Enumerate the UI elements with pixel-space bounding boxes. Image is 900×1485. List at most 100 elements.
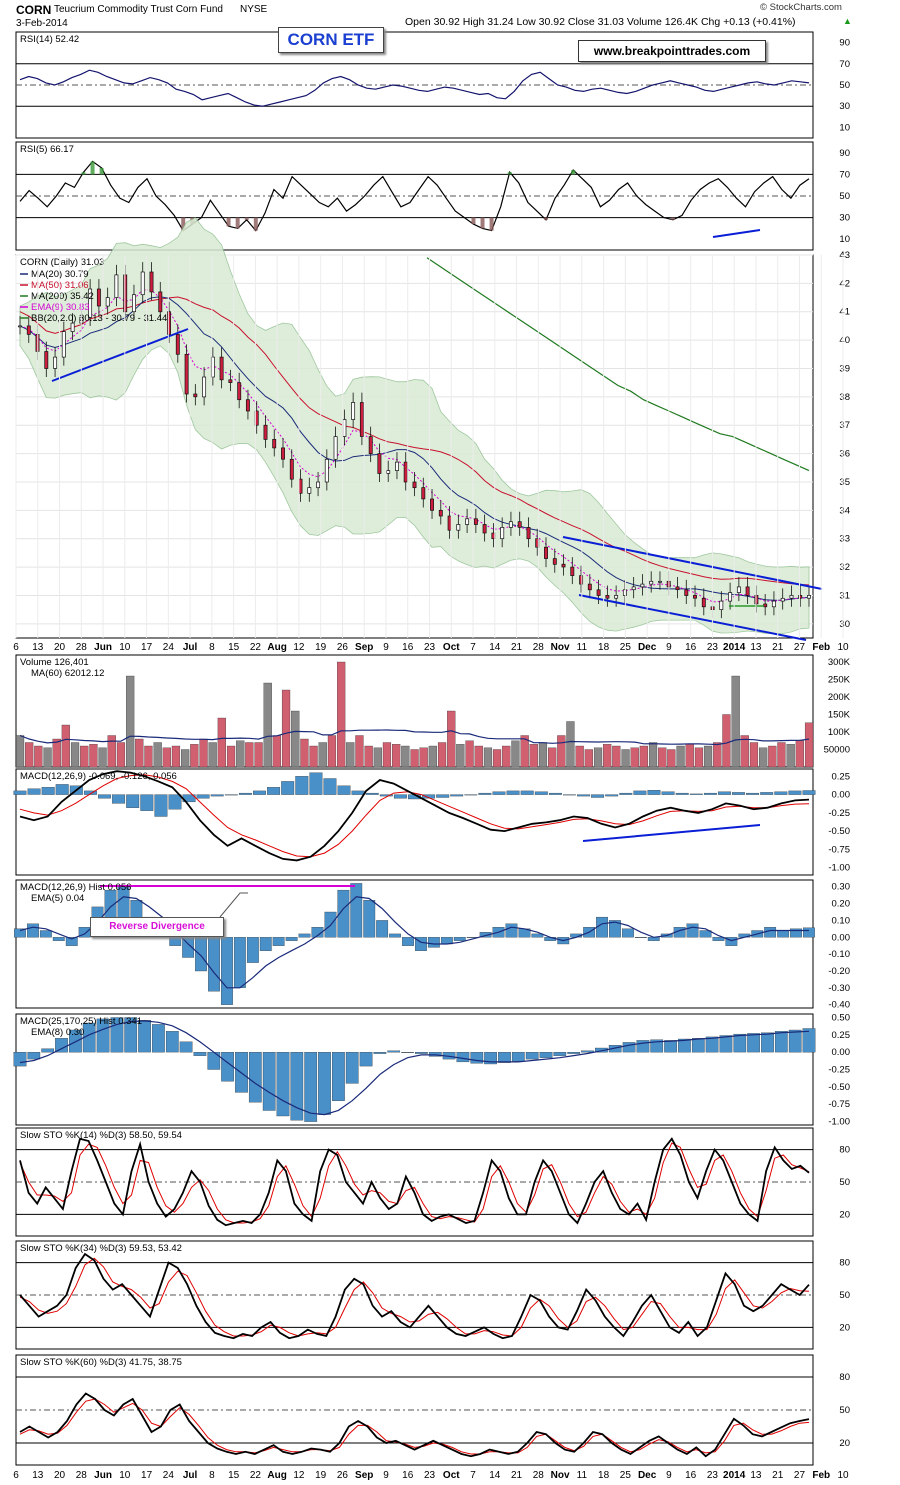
macd-long-tick-label: -0.25	[828, 1065, 850, 1076]
volume-bar	[52, 738, 61, 768]
macd-hist-bar	[253, 790, 266, 795]
volume-bar	[465, 740, 474, 768]
price-candle	[61, 331, 66, 358]
volume-panel-title: Volume 126,401	[20, 657, 89, 668]
volume-bar	[694, 747, 704, 768]
volume-bar	[355, 735, 364, 768]
bottom-x-tick-label: Feb	[812, 1470, 830, 1481]
macd-hist-panel-bar	[686, 923, 699, 938]
macd-hist-panel-bar	[699, 930, 712, 938]
macd-hist-tick-label: 0.00	[832, 932, 851, 943]
macd-long-hist-bar	[511, 1052, 525, 1062]
macd-long-hist-bar	[138, 1020, 151, 1053]
macd-hist-bar	[337, 785, 351, 795]
bottom-x-tick-label: 26	[337, 1470, 349, 1481]
price-x-tick-label: Nov	[551, 642, 570, 653]
bottom-x-tick-label: Aug	[267, 1470, 286, 1481]
price-candle	[193, 393, 198, 398]
price-x-tick-label: 6	[13, 642, 19, 653]
macd-hist-bar	[238, 792, 252, 795]
macd-hist-panel-bar	[402, 937, 414, 946]
header-fund-name: Teucrium Commodity Trust Corn Fund	[54, 4, 223, 15]
volume-bar	[713, 742, 722, 768]
macd-tick-label: 0.00	[832, 790, 851, 801]
bottom-x-tick-label: 7	[470, 1470, 476, 1481]
macd-long-hist-bar	[110, 1017, 124, 1053]
macd-hist-panel-bar	[246, 937, 259, 963]
volume-bar	[181, 749, 190, 768]
macd-long-tick-label: -0.50	[828, 1082, 850, 1093]
volume-bar	[648, 742, 658, 768]
volume-bar	[364, 745, 373, 768]
bottom-x-tick-label: Jul	[183, 1470, 198, 1481]
price-candle	[289, 458, 294, 480]
macd-long-hist-bar	[179, 1041, 193, 1053]
volume-bar	[291, 710, 300, 768]
volume-bar	[34, 745, 43, 768]
price-candle	[745, 586, 750, 596]
price-candle	[473, 518, 478, 525]
volume-bar	[667, 749, 676, 768]
price-candle	[228, 379, 233, 383]
price-tick-label: 32	[839, 562, 850, 573]
macd-long-hist-bar	[650, 1039, 664, 1053]
volume-bar	[190, 744, 199, 768]
macd-long-hist-bar	[152, 1024, 165, 1053]
volume-bar	[630, 747, 639, 768]
price-x-tick-label: 26	[337, 642, 349, 653]
macd-hist-panel-bar	[376, 920, 389, 938]
macd-long-hist-bar	[719, 1035, 733, 1053]
volume-bar	[153, 742, 162, 768]
macd-hist-bar	[520, 790, 534, 795]
macd-long-hist-bar	[262, 1052, 276, 1111]
macd-hist-bar	[83, 790, 97, 795]
price-legend-label: EMA(9) 30.83	[31, 302, 90, 313]
price-candle	[561, 563, 566, 568]
macd-hist-bar	[534, 791, 548, 795]
price-candle	[324, 458, 329, 483]
macd-hist-panel-bar	[27, 923, 39, 938]
volume-bar	[401, 745, 410, 768]
volume-bar	[749, 742, 759, 768]
price-x-tick-label: 9	[383, 642, 389, 653]
price-candle	[184, 353, 189, 395]
volume-bar	[548, 747, 557, 768]
price-candle	[763, 603, 768, 608]
price-candle	[307, 487, 312, 494]
volume-bar	[428, 745, 437, 768]
macd-hist-panel-bar	[389, 933, 401, 938]
volume-bar	[80, 745, 89, 768]
macd-long-hist-bar	[401, 1052, 414, 1053]
macd-hist-bar	[126, 794, 140, 808]
volume-bar	[208, 742, 217, 768]
volume-bar	[731, 675, 740, 768]
header-exchange: NYSE	[240, 4, 268, 15]
macd-hist-panel-frame	[15, 879, 814, 1009]
macd-long-hist-bar	[318, 1052, 331, 1115]
volume-bar	[795, 740, 804, 768]
volume-bar	[621, 749, 630, 768]
bottom-x-tick-label: 22	[250, 1470, 262, 1481]
macd-tick-label: -0.50	[828, 826, 850, 837]
macd-hist-bar	[210, 794, 224, 797]
price-candle	[430, 498, 434, 511]
rsi14-line	[19, 69, 810, 107]
rsi14-tick-label: 10	[839, 122, 850, 133]
rsi14-panel-title: RSI(14) 52.42	[20, 34, 79, 45]
macd-line	[19, 770, 810, 862]
macd-long-hist-bar	[636, 1040, 650, 1053]
volume-bar	[492, 749, 502, 768]
price-candle	[175, 334, 180, 355]
macd-hist-panel-bar	[803, 927, 815, 938]
macd-hist-bar	[224, 794, 238, 796]
volume-bar	[98, 747, 107, 768]
bottom-x-tick-label: 2014	[723, 1470, 746, 1481]
volume-bar	[272, 735, 281, 768]
macd-hist-panel-bar	[285, 937, 298, 941]
volume-bar	[373, 747, 382, 768]
macd-hist-panel-bar	[337, 889, 350, 938]
volume-bar	[483, 747, 493, 768]
price-tick-label: 31	[839, 590, 850, 601]
sto34-tick-label: 50	[839, 1290, 850, 1301]
sto14-tick-label: 50	[839, 1177, 850, 1188]
